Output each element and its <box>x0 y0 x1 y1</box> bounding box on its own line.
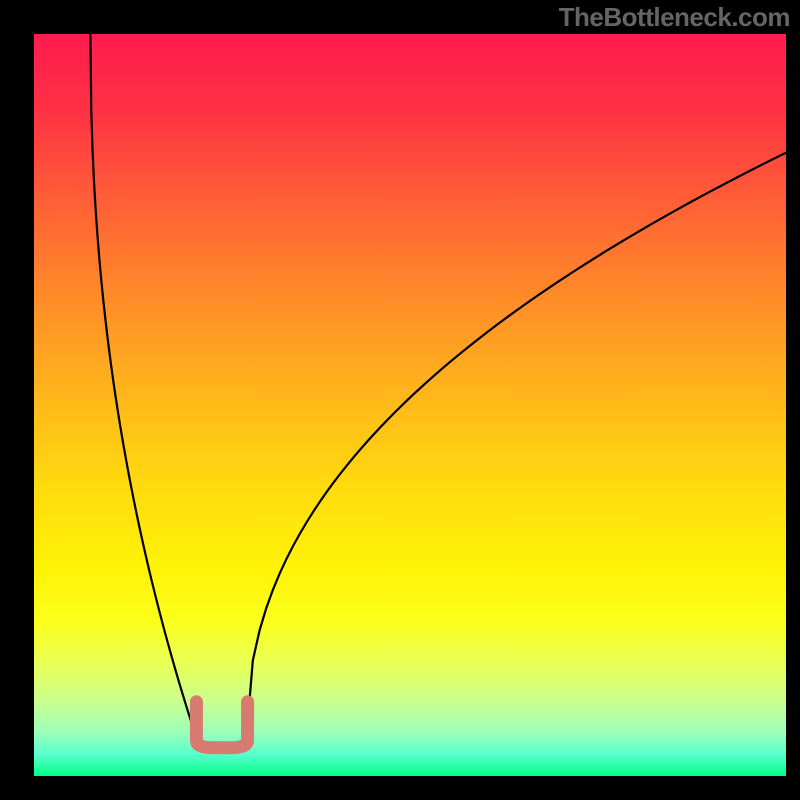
watermark-text: TheBottleneck.com <box>559 2 790 33</box>
chart-svg <box>34 34 786 776</box>
plot-area <box>34 34 786 776</box>
gradient-background <box>34 34 786 776</box>
chart-outer: TheBottleneck.com <box>0 0 800 800</box>
